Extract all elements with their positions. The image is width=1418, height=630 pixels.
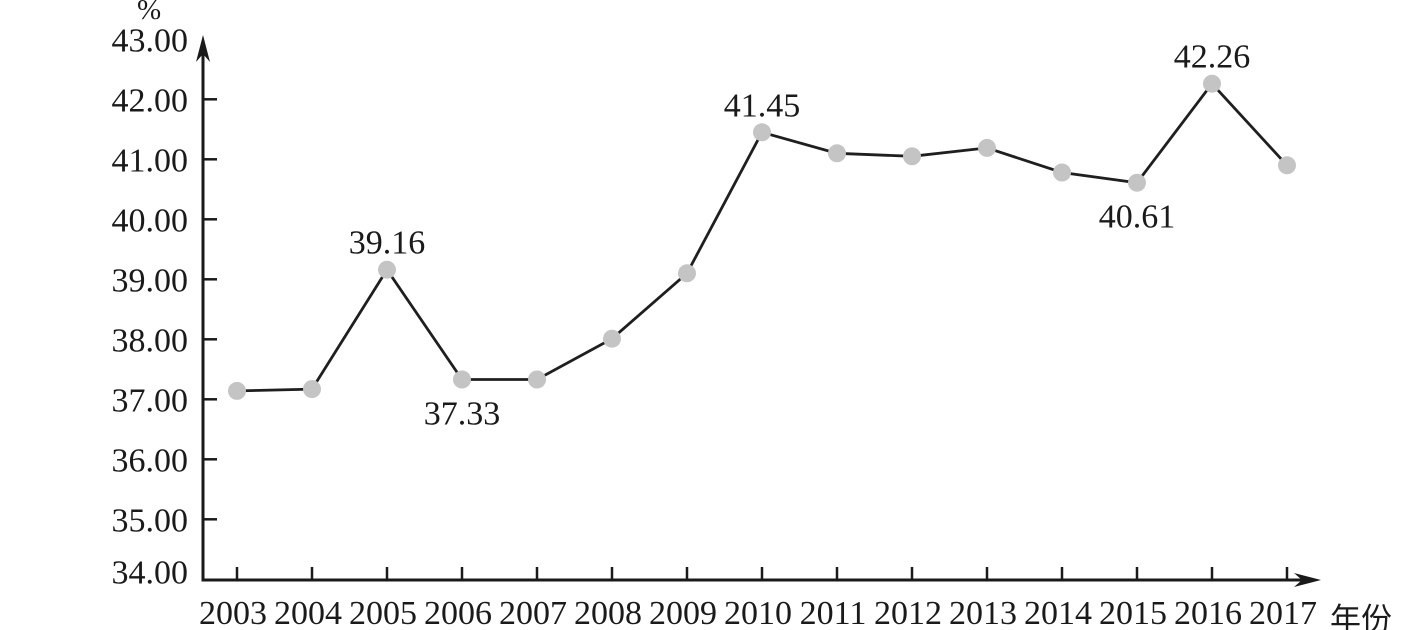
y-tick-label: 34.00 [112, 554, 189, 591]
x-tick-label: 2016 [1174, 595, 1242, 630]
x-tick-label: 2012 [874, 595, 942, 630]
x-tick-label: 2013 [949, 595, 1017, 630]
data-point-2013 [978, 138, 996, 157]
x-tick-label: 2011 [800, 595, 867, 630]
data-point-2004 [303, 380, 321, 399]
data-point-2003 [228, 381, 246, 400]
data-point-label: 37.33 [424, 396, 501, 433]
data-point-2005 [378, 260, 396, 279]
y-tick-label: 41.00 [112, 142, 189, 179]
y-tick-label: 42.00 [112, 82, 189, 119]
x-tick-label: 2004 [274, 595, 342, 630]
y-tick-label: 43.00 [112, 22, 189, 59]
data-point-label: 39.16 [349, 225, 426, 262]
data-point-2017 [1278, 156, 1296, 175]
x-tick-label: 2005 [349, 595, 417, 630]
y-axis-arrow-icon [196, 35, 210, 62]
data-point-2014 [1053, 163, 1071, 182]
x-tick-label: 2014 [1024, 595, 1092, 630]
x-axis-unit-label: 年份 [1330, 602, 1392, 630]
x-axis-arrow-icon [1294, 573, 1321, 587]
y-tick-label: 35.00 [112, 502, 189, 539]
x-tick-label: 2009 [649, 595, 717, 630]
x-tick-label: 2006 [424, 595, 492, 630]
x-tick-label: 2017 [1249, 595, 1317, 630]
data-point-2008 [603, 329, 621, 348]
data-point-label: 42.26 [1174, 39, 1251, 76]
y-tick-label: 39.00 [112, 262, 189, 299]
data-point-2015 [1128, 173, 1146, 192]
data-point-2012 [903, 147, 921, 166]
y-axis-unit-label: % [137, 0, 162, 26]
data-point-2016 [1203, 74, 1221, 93]
data-point-label: 41.45 [724, 87, 801, 124]
x-tick-label: 2008 [574, 595, 642, 630]
data-point-2009 [678, 264, 696, 283]
y-tick-label: 40.00 [112, 202, 189, 239]
data-point-2006 [453, 370, 471, 389]
y-tick-label: 37.00 [112, 382, 189, 419]
x-tick-label: 2007 [499, 595, 567, 630]
data-point-label: 40.61 [1099, 199, 1176, 236]
data-point-2010 [753, 123, 771, 142]
data-point-2011 [828, 144, 846, 163]
y-tick-label: 36.00 [112, 442, 189, 479]
x-tick-label: 2003 [199, 595, 267, 630]
data-point-2007 [528, 370, 546, 389]
x-tick-label: 2015 [1099, 595, 1167, 630]
x-tick-label: 2010 [724, 595, 792, 630]
y-tick-label: 38.00 [112, 322, 189, 359]
